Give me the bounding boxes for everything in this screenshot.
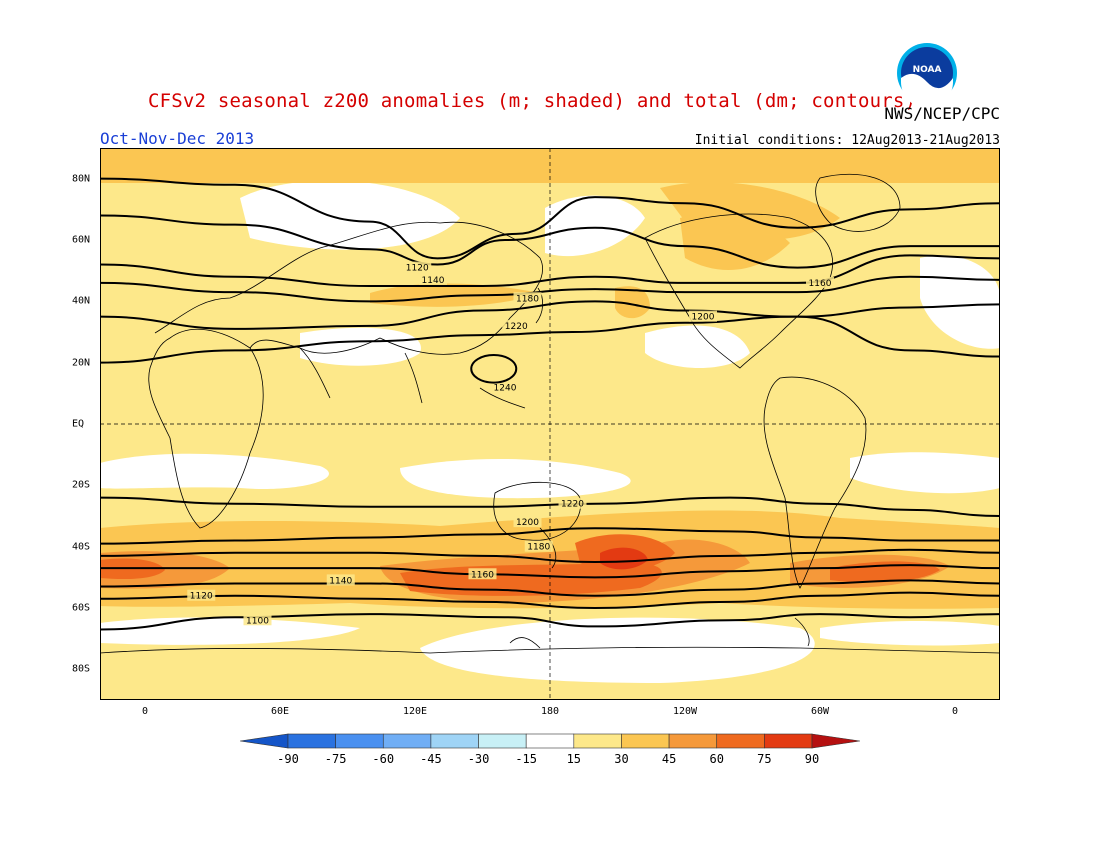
contour-label-bg	[419, 273, 447, 285]
colorbar-swatch	[335, 733, 384, 749]
colorbar-tick-label: 15	[566, 752, 582, 766]
reference-lines	[100, 148, 1000, 700]
contour-line-1160	[100, 254, 1000, 287]
contour-label-bg	[468, 568, 497, 580]
longitude-label: 0	[141, 706, 149, 717]
colorbar-tick-label: -75	[324, 752, 347, 766]
contour-label: 1240	[494, 383, 517, 393]
colorbar-tick-label: -30	[467, 752, 490, 766]
colorbar-swatch	[430, 733, 479, 749]
colorbar-swatch	[382, 733, 432, 749]
contour-label: 1120	[406, 264, 429, 274]
logo-text: NOAA	[913, 65, 942, 75]
longitude-label: 180	[540, 706, 560, 717]
contour-label-bg	[403, 261, 432, 273]
coastlines	[100, 173, 1000, 654]
colorbar-tick-label: -60	[372, 752, 395, 766]
contour-label: 1220	[505, 322, 528, 332]
contour-line-1200	[100, 527, 1000, 545]
contour-label-bg	[558, 497, 587, 509]
contour-line-1180	[100, 548, 1000, 564]
latitude-label: 40S	[72, 541, 91, 553]
map-panel: 1100 1120 1140 1160 1180 1200 1220 1220 1200 1180…	[100, 148, 1000, 700]
contour-label-bg	[524, 540, 553, 552]
contour-line-1160	[100, 564, 1000, 579]
contour-line-1220	[100, 315, 1000, 364]
colorbar-swatch	[811, 733, 860, 749]
contour-line-1120	[100, 591, 1000, 610]
longitude-label: 120E	[402, 706, 428, 717]
contour-label: 1140	[329, 576, 352, 586]
agency-label: NWS/NCEP/CPC	[884, 104, 1000, 123]
latitude-label: 40N	[72, 295, 91, 307]
contour-line-1140	[100, 579, 1000, 597]
contour-label-bg	[326, 574, 355, 586]
chart-title: CFSv2 seasonal z200 anomalies (m; shaded…	[148, 90, 917, 112]
contour-label-bg	[513, 516, 542, 528]
latitude-label: EQ	[72, 418, 85, 430]
contour-label: 1180	[527, 543, 550, 553]
colorbar-swatch	[287, 733, 336, 749]
contour-label-bg	[502, 319, 531, 331]
colorbar-swatch	[478, 733, 527, 749]
colorbar-tick-label: -45	[420, 752, 442, 766]
contour-label: 1140	[422, 276, 445, 286]
colorbar-tick-label: -15	[515, 752, 538, 766]
colorbar-tick-label: 45	[661, 752, 677, 766]
anomaly-map: 1100 1120 1140 1160 1180 1200 1220 1220 1200 1180…	[100, 148, 1000, 700]
latitude-label: 20N	[72, 357, 91, 369]
longitude-label: 60E	[270, 706, 290, 717]
colorbar-swatch	[525, 733, 575, 749]
initial-conditions-label: Initial conditions: 12Aug2013-21Aug2013	[694, 133, 1000, 148]
noaa-logo-icon: NOAA	[897, 43, 957, 104]
colorbar-tick-label: 75	[757, 752, 772, 766]
latitude-label: 60S	[72, 602, 91, 614]
colorbar-tick-label: 60	[709, 752, 724, 766]
latitude-label: 60N	[72, 234, 91, 246]
contour-label: 1120	[190, 592, 213, 602]
colorbar-tick-label: 30	[614, 752, 629, 766]
colorbar-swatch	[240, 733, 289, 749]
longitude-label: 0	[951, 706, 959, 717]
contour-label: 1200	[692, 313, 715, 323]
latitude-label: 80S	[72, 663, 91, 675]
contour-line-1140	[100, 214, 1000, 269]
colorbar-tick-label: -90	[277, 752, 299, 766]
season-label: Oct-Nov-Dec 2013	[100, 129, 255, 148]
contour-label-bg	[187, 589, 216, 601]
contour-label: 1100	[246, 616, 269, 626]
contour-label-bg	[513, 292, 542, 304]
contour-label-bg	[243, 614, 272, 626]
colorbar-swatch	[573, 733, 622, 749]
contour-label: 1220	[561, 500, 584, 510]
contour-label: 1160	[809, 279, 832, 289]
height-contours: 1100 1120 1140 1160 1180 1200 1220 1220 1200 1180…	[100, 177, 1000, 631]
contour-line-1180	[100, 275, 1000, 303]
colorbar-swatch	[764, 733, 813, 749]
colorbar-swatch	[668, 733, 718, 749]
colorbar	[240, 733, 860, 749]
longitude-label: 120W	[672, 706, 698, 717]
contour-label-bg	[806, 276, 834, 288]
contour-label: 1200	[516, 518, 539, 528]
colorbar-swatch	[716, 733, 765, 749]
latitude-label: 20S	[72, 479, 91, 491]
latitude-label: 80N	[72, 173, 91, 185]
colorbar-swatch	[621, 733, 670, 749]
contour-label: 1180	[516, 294, 539, 304]
contour-label-bg	[689, 310, 717, 322]
longitude-label: 60W	[810, 706, 830, 717]
contour-line-1200	[100, 300, 1000, 330]
contour-line-1120	[100, 177, 1000, 260]
contour-line-1240	[470, 354, 518, 384]
colorbar-tick-label: 90	[804, 752, 820, 766]
contour-label: 1160	[471, 570, 494, 580]
